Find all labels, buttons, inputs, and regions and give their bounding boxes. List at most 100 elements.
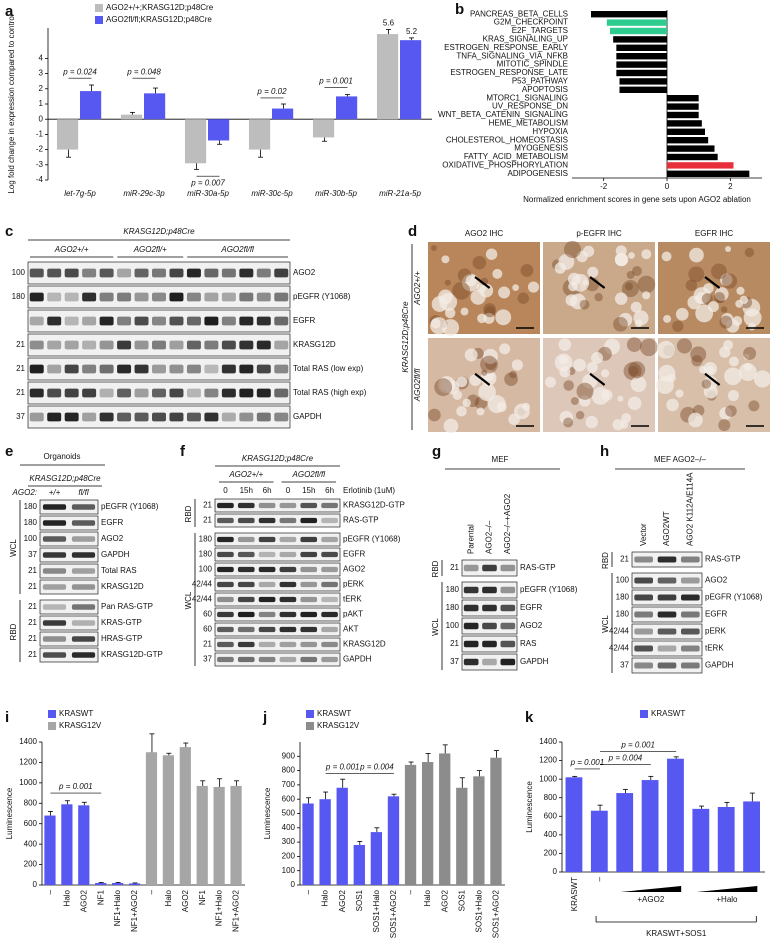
group-label: AGO2+/+	[228, 470, 263, 479]
x-tick-label: –	[304, 889, 313, 894]
ihc-texture	[691, 355, 703, 367]
blot-band	[99, 316, 114, 326]
blot-band	[29, 364, 44, 374]
blot-band	[134, 388, 149, 398]
y-tick-label: -1	[36, 130, 44, 139]
blot-band	[152, 268, 166, 278]
ihc-texture	[623, 362, 642, 381]
mw-label: 21	[203, 501, 212, 510]
mw-label: 21	[16, 388, 25, 397]
row-label: GAPDH	[705, 661, 734, 670]
bar	[179, 747, 191, 885]
panel-letter: k	[525, 709, 534, 726]
bar	[591, 11, 667, 18]
blot-band	[500, 622, 516, 630]
panel-letter: d	[408, 223, 417, 240]
section-label: RBD	[9, 623, 18, 640]
blot-band	[186, 364, 201, 374]
blot-band	[217, 517, 234, 524]
blot-band	[117, 364, 132, 374]
ihc-texture	[544, 376, 556, 388]
bar	[78, 805, 90, 885]
section-label: RBD	[601, 552, 610, 569]
annotation: p = 0.001	[325, 763, 360, 772]
mw-label: 21	[16, 340, 25, 349]
blot-strip	[39, 531, 99, 547]
ihc-texture	[719, 407, 732, 420]
blot-band	[239, 292, 254, 302]
ihc-texture	[573, 358, 586, 372]
row-label: RAS	[520, 639, 536, 648]
blot-band	[152, 292, 166, 302]
section-label: RBD	[431, 560, 440, 577]
mw-label: 180	[446, 585, 460, 594]
row-label: RAS-GTP	[520, 563, 556, 572]
mw-label: 42/44	[192, 595, 213, 604]
ihc-texture	[612, 419, 624, 431]
ihc-arrow	[589, 372, 606, 386]
blot-band	[258, 626, 276, 633]
ihc-texture	[625, 282, 633, 291]
mw-label: 21	[28, 618, 37, 627]
blot-band	[237, 611, 255, 618]
blot-strip	[214, 637, 341, 652]
ihc-texture	[685, 279, 698, 291]
row-label: AGO2+/+	[413, 271, 422, 306]
blot-band	[321, 581, 338, 588]
row-label: AGO2	[343, 565, 366, 574]
y-tick-label: 400	[544, 830, 558, 839]
row-label: AKT	[343, 625, 359, 634]
blot-band	[204, 268, 219, 278]
row-label: pEGFR (Y1068)	[705, 593, 763, 602]
blot-band	[657, 645, 677, 652]
row-label: Total RAS (low exp)	[293, 364, 364, 373]
blot-band	[99, 412, 114, 422]
ihc-texture	[482, 348, 498, 364]
legend-swatch	[95, 4, 103, 12]
ihc-texture	[672, 320, 684, 332]
blot-band	[134, 268, 149, 278]
blot-band	[117, 268, 132, 278]
blot-strip	[214, 498, 341, 513]
bar	[439, 753, 451, 885]
ihc-texture	[641, 249, 652, 260]
ihc-texture	[728, 356, 739, 367]
ihc-texture	[460, 307, 469, 316]
bar	[667, 153, 718, 161]
blot-band	[29, 412, 44, 422]
row-label: KRASG12D-GTP	[343, 501, 405, 510]
ihc-texture	[714, 287, 729, 302]
annotation: p = 0.007	[190, 178, 225, 187]
row-label: GAPDH	[343, 655, 372, 664]
blot-band	[71, 652, 96, 658]
blot-band	[237, 551, 255, 558]
x-tick-label: Halo	[423, 889, 432, 906]
bar	[692, 808, 710, 872]
blot-band	[169, 364, 184, 374]
blot-band	[82, 388, 97, 398]
blot-band	[217, 596, 234, 603]
y-tick-label: 0	[553, 867, 558, 876]
ihc-texture	[725, 405, 737, 417]
y-tick-label: 600	[282, 794, 296, 803]
panel-letter: e	[5, 443, 13, 460]
ihc-arrow	[474, 372, 491, 386]
blot-strip	[214, 607, 341, 622]
category-label: TNFA_SIGNALING_VIA_NFKB	[456, 51, 568, 60]
row-label: pERK	[705, 627, 727, 636]
blot-band	[117, 340, 132, 350]
panel-letter: g	[432, 443, 441, 460]
blot-band	[681, 556, 700, 563]
column-label: EGFR IHC	[695, 229, 733, 238]
blot-band	[463, 622, 479, 630]
x-tick-label: SOS1+AGO2	[389, 889, 398, 938]
blot-band	[186, 292, 201, 302]
blot-band	[29, 340, 44, 350]
ihc-texture	[618, 312, 633, 327]
ihc-texture	[621, 413, 632, 424]
mw-label: 37	[16, 412, 25, 421]
row-label: RAS-GTP	[705, 555, 741, 564]
blot-band	[82, 412, 97, 422]
section-label: RBD	[184, 505, 193, 522]
row-label: GAPDH	[293, 412, 322, 421]
